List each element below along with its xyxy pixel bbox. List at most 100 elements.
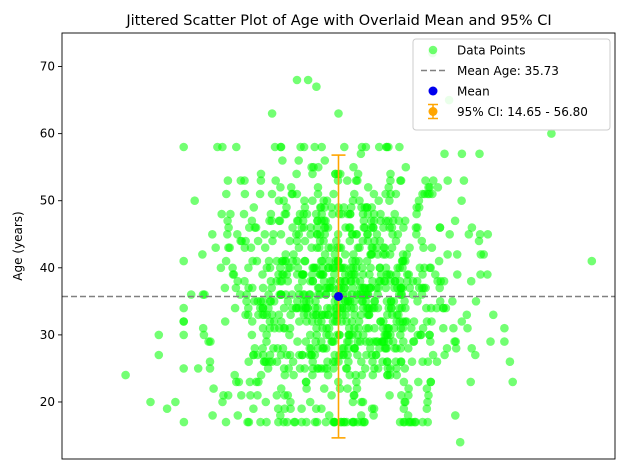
- data-point: [505, 357, 515, 367]
- data-point: [308, 357, 318, 367]
- data-point: [221, 417, 231, 427]
- data-point: [386, 364, 395, 373]
- y-tick-label: 60: [40, 127, 55, 141]
- data-point: [309, 310, 318, 320]
- data-point: [455, 437, 465, 447]
- data-point: [222, 189, 231, 199]
- data-point: [179, 142, 188, 152]
- data-point: [429, 176, 438, 185]
- data-point: [205, 357, 215, 367]
- legend-label: Mean Age: 35.73: [457, 64, 559, 78]
- data-point: [289, 250, 298, 259]
- data-point: [297, 270, 307, 279]
- data-point: [398, 323, 408, 333]
- data-point: [370, 236, 379, 246]
- data-point: [357, 142, 367, 152]
- data-point: [384, 337, 393, 346]
- data-point: [318, 310, 327, 320]
- data-point: [312, 82, 321, 91]
- data-point: [403, 411, 413, 420]
- data-point: [253, 391, 262, 400]
- data-point: [440, 350, 449, 360]
- data-point: [329, 189, 338, 199]
- data-point: [384, 270, 394, 279]
- data-point: [348, 397, 358, 407]
- data-point: [431, 270, 440, 279]
- data-point: [264, 256, 274, 266]
- data-point: [587, 256, 597, 266]
- data-point: [296, 142, 305, 152]
- data-point: [413, 330, 423, 340]
- data-point: [351, 230, 361, 239]
- data-point: [350, 310, 359, 320]
- data-point: [289, 417, 299, 427]
- data-point: [249, 203, 259, 212]
- data-point: [432, 357, 442, 367]
- data-point: [399, 377, 409, 387]
- data-point: [349, 250, 358, 259]
- data-point: [354, 256, 364, 266]
- data-point: [367, 243, 377, 252]
- data-point: [426, 337, 435, 346]
- data-point: [352, 377, 361, 387]
- data-point: [399, 223, 408, 232]
- data-point: [275, 263, 285, 273]
- data-point: [286, 310, 295, 320]
- data-point: [396, 283, 405, 293]
- data-point: [379, 250, 388, 259]
- data-point: [448, 297, 457, 306]
- data-point: [313, 303, 322, 313]
- data-point: [443, 176, 453, 185]
- data-point: [268, 236, 277, 246]
- data-point: [320, 203, 329, 212]
- data-point: [439, 323, 448, 333]
- data-point: [394, 216, 404, 226]
- data-point: [414, 196, 424, 205]
- data-point: [306, 230, 315, 239]
- data-point: [467, 223, 477, 232]
- data-point: [464, 230, 474, 239]
- data-point: [423, 397, 432, 407]
- data-point: [209, 384, 218, 393]
- data-point: [320, 364, 329, 373]
- data-point: [376, 317, 385, 326]
- data-point: [269, 297, 279, 306]
- data-point: [218, 142, 227, 152]
- data-point: [301, 303, 311, 313]
- data-point: [271, 176, 281, 185]
- data-point: [379, 223, 388, 232]
- data-point: [264, 290, 273, 299]
- data-point: [231, 283, 241, 293]
- data-point: [307, 162, 316, 172]
- data-point: [365, 270, 374, 279]
- data-point: [303, 75, 313, 85]
- data-point: [360, 364, 370, 373]
- data-point: [224, 223, 233, 232]
- data-point: [205, 364, 215, 373]
- data-point: [353, 350, 362, 360]
- data-point: [368, 357, 377, 367]
- data-point: [276, 384, 286, 393]
- data-point: [252, 256, 262, 266]
- data-point: [344, 330, 354, 340]
- data-point: [334, 109, 343, 118]
- data-point: [466, 377, 476, 387]
- data-point: [366, 250, 376, 259]
- data-point: [417, 236, 427, 246]
- data-point: [308, 276, 318, 286]
- data-point: [361, 297, 371, 306]
- data-point: [312, 263, 321, 273]
- data-point: [452, 250, 462, 259]
- data-point: [198, 323, 208, 333]
- data-point: [323, 303, 332, 313]
- data-point: [279, 364, 289, 373]
- data-point: [249, 404, 258, 414]
- data-point: [208, 230, 217, 239]
- data-point: [369, 189, 379, 199]
- data-point: [305, 330, 315, 340]
- data-point: [265, 350, 275, 360]
- data-point: [356, 310, 366, 320]
- data-point: [276, 290, 286, 299]
- data-point: [335, 384, 345, 393]
- data-point: [250, 344, 260, 353]
